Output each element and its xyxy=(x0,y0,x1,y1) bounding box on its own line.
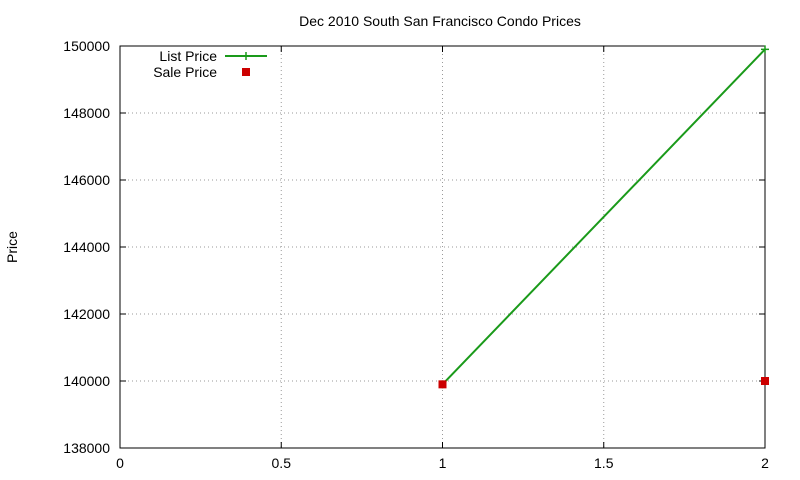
x-tick-label: 2 xyxy=(761,455,769,471)
x-tick-label: 1.5 xyxy=(594,455,614,471)
y-tick-label: 148000 xyxy=(63,105,110,121)
series-line xyxy=(441,48,766,386)
x-tick-label: 0.5 xyxy=(272,455,292,471)
series-list-price xyxy=(438,45,769,389)
legend-swatch-marker xyxy=(242,68,250,76)
y-tick-label: 140000 xyxy=(63,373,110,389)
y-tick-label: 138000 xyxy=(63,440,110,456)
chart-title: Dec 2010 South San Francisco Condo Price… xyxy=(299,13,581,29)
data-point xyxy=(761,45,769,54)
grid-lines xyxy=(120,46,765,448)
legend-label: List Price xyxy=(159,48,217,64)
y-tick-label: 144000 xyxy=(63,239,110,255)
data-point xyxy=(761,377,769,385)
legend-entry: Sale Price xyxy=(153,64,250,80)
x-tick-label: 0 xyxy=(116,455,124,471)
legend-swatch-marker xyxy=(242,52,250,60)
x-tick-label: 1 xyxy=(439,455,447,471)
series-layer xyxy=(438,45,769,389)
y-tick-label: 142000 xyxy=(63,306,110,322)
axis-ticks: 0 0.5 1 1.5 2 138000 140000 142000 144000 146000 1… xyxy=(63,38,769,471)
data-point xyxy=(438,380,447,389)
legend-label: Sale Price xyxy=(153,64,217,80)
y-tick-label: 150000 xyxy=(63,38,110,54)
y-axis-label: Price xyxy=(4,231,20,263)
legend-entry: List Price xyxy=(159,48,267,64)
series-sale-price xyxy=(438,377,769,389)
y-tick-label: 146000 xyxy=(63,172,110,188)
